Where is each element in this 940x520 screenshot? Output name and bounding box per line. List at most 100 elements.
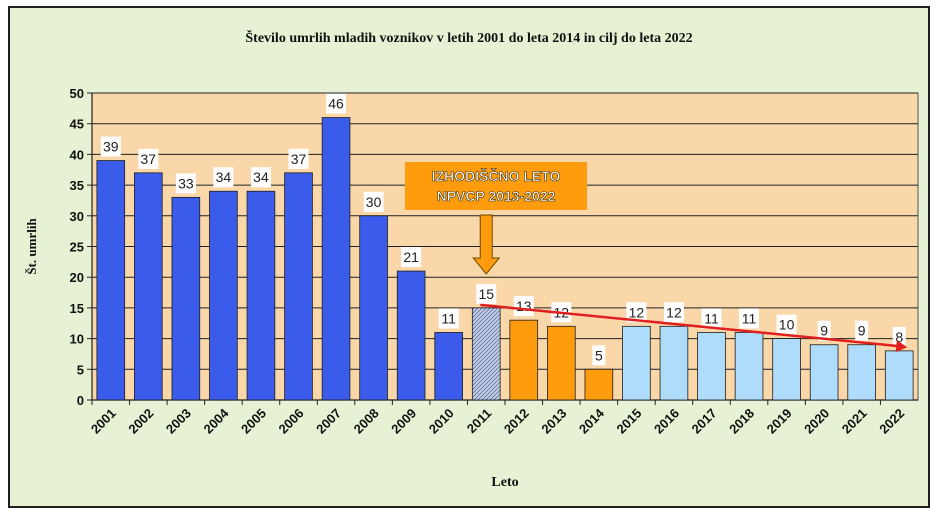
y-axis-ticks: 0 5 10 15 20 25 30 35 40 45 50 (70, 86, 92, 408)
data-label-2003: 33 (178, 175, 194, 191)
bar-2004 (209, 190, 238, 401)
trend-line (480, 303, 900, 348)
x-tick-label-2007: 2007 (313, 406, 344, 437)
bar-2018 (734, 332, 764, 401)
bar-2022 (884, 350, 914, 401)
bar-2021 (847, 344, 876, 401)
data-label-2021: 9 (858, 323, 866, 339)
data-label-2010: 11 (441, 310, 456, 326)
data-label-bg (739, 308, 760, 329)
x-tick-label-2006: 2006 (276, 406, 307, 437)
data-label-bg (892, 326, 906, 347)
data-label-bg (817, 320, 831, 341)
data-label-bg (100, 136, 121, 157)
bar-2008 (359, 215, 388, 401)
y-tick-label: 40 (70, 147, 84, 162)
bar-2002 (134, 172, 163, 401)
data-label-bg (701, 308, 722, 329)
data-label-bg (250, 167, 271, 188)
x-tick-label-2008: 2008 (351, 406, 382, 437)
data-label-2002: 37 (141, 151, 157, 167)
y-tick-label: 35 (70, 178, 84, 193)
x-tick-label-2002: 2002 (125, 406, 156, 437)
y-tick-label: 50 (70, 86, 84, 101)
data-label-bg (513, 296, 534, 317)
bar-2013 (547, 325, 576, 401)
bar-2014 (584, 368, 614, 401)
bar-2006 (284, 172, 313, 401)
data-label-bg (438, 308, 459, 329)
annotation-text-line: IZHODIŠČNO LETO (432, 167, 561, 184)
x-tick-label-2018: 2018 (726, 406, 757, 437)
y-tick-label: 5 (77, 362, 84, 377)
data-label-bg (855, 320, 869, 341)
data-label-2012: 13 (516, 298, 532, 314)
data-label-bg (663, 302, 684, 323)
bar-2012 (509, 319, 539, 401)
y-tick-label: 45 (70, 117, 84, 132)
data-labels: 3937333434374630211115131251212111110998 (100, 93, 906, 366)
data-label-2016: 12 (666, 304, 682, 320)
data-label-2022: 8 (895, 329, 903, 345)
bar-2017 (697, 332, 726, 401)
data-label-2008: 30 (366, 194, 382, 210)
y-axis-label: Št. umrlih (24, 218, 39, 275)
data-label-2011: 15 (478, 286, 494, 302)
x-tick-label-2021: 2021 (839, 406, 870, 437)
data-label-bg (326, 93, 347, 114)
x-tick-label-2012: 2012 (501, 406, 532, 437)
x-tick-label-2016: 2016 (651, 406, 682, 437)
x-tick-label-2017: 2017 (689, 406, 720, 437)
chart-title: Število umrlih mladih voznikov v letih 2… (245, 29, 692, 46)
data-label-2017: 11 (704, 310, 719, 326)
x-tick-label-2011: 2011 (464, 406, 495, 437)
data-label-bg (476, 283, 497, 304)
bar-2003 (171, 196, 201, 401)
x-axis-ticks: 2001 2002 2003 2004 2005 2006 2007 2008 2009 2010… (88, 400, 907, 437)
bar-2015 (622, 325, 651, 401)
annotation-text-line: NPVCP 2013-2022 (437, 188, 556, 204)
x-tick-label-2015: 2015 (613, 406, 644, 437)
bar-2007 (321, 117, 351, 401)
y-tick-label: 10 (70, 332, 84, 347)
data-label-bg (592, 345, 606, 366)
annotation-arrow (472, 214, 501, 275)
bar-2019 (772, 338, 801, 401)
data-label-2014: 5 (595, 347, 603, 363)
data-label-2005: 34 (253, 169, 269, 185)
data-label-2009: 21 (403, 249, 419, 265)
data-label-bg (401, 247, 422, 268)
y-tick-label: 15 (70, 301, 84, 316)
data-label-2018: 11 (742, 310, 757, 326)
annotation: IZHODIŠČNO LETO NPVCP 2013-2022 (405, 162, 908, 353)
x-tick-label-2013: 2013 (538, 406, 569, 437)
bar-2011 (471, 307, 501, 401)
x-tick-label-2020: 2020 (801, 406, 832, 437)
y-tick-label: 30 (70, 209, 84, 224)
data-label-2007: 46 (328, 96, 344, 112)
data-label-2006: 37 (291, 151, 307, 167)
x-tick-label-2009: 2009 (388, 406, 419, 437)
x-tick-label-2004: 2004 (200, 405, 232, 437)
x-tick-label-2001: 2001 (88, 406, 119, 437)
y-tick-label: 0 (77, 393, 84, 408)
annotation-box (405, 162, 587, 210)
bar-2010 (434, 332, 463, 401)
x-tick-label-2019: 2019 (764, 406, 795, 437)
data-label-bg (776, 314, 797, 335)
data-label-bg (138, 148, 159, 169)
data-label-bg (213, 167, 234, 188)
bar-2001 (96, 160, 126, 401)
x-tick-label-2005: 2005 (238, 406, 269, 437)
data-label-bg (175, 173, 196, 194)
data-label-bg (288, 148, 309, 169)
data-label-2019: 10 (779, 317, 795, 333)
data-label-2001: 39 (103, 139, 119, 155)
chart-frame: Število umrlih mladih voznikov v letih 2… (8, 6, 930, 508)
bar-2016 (659, 325, 689, 401)
data-label-2015: 12 (629, 304, 645, 320)
bar-2020 (809, 344, 839, 401)
data-label-bg (363, 191, 384, 212)
y-tick-label: 25 (70, 240, 84, 255)
data-label-2004: 34 (216, 169, 232, 185)
